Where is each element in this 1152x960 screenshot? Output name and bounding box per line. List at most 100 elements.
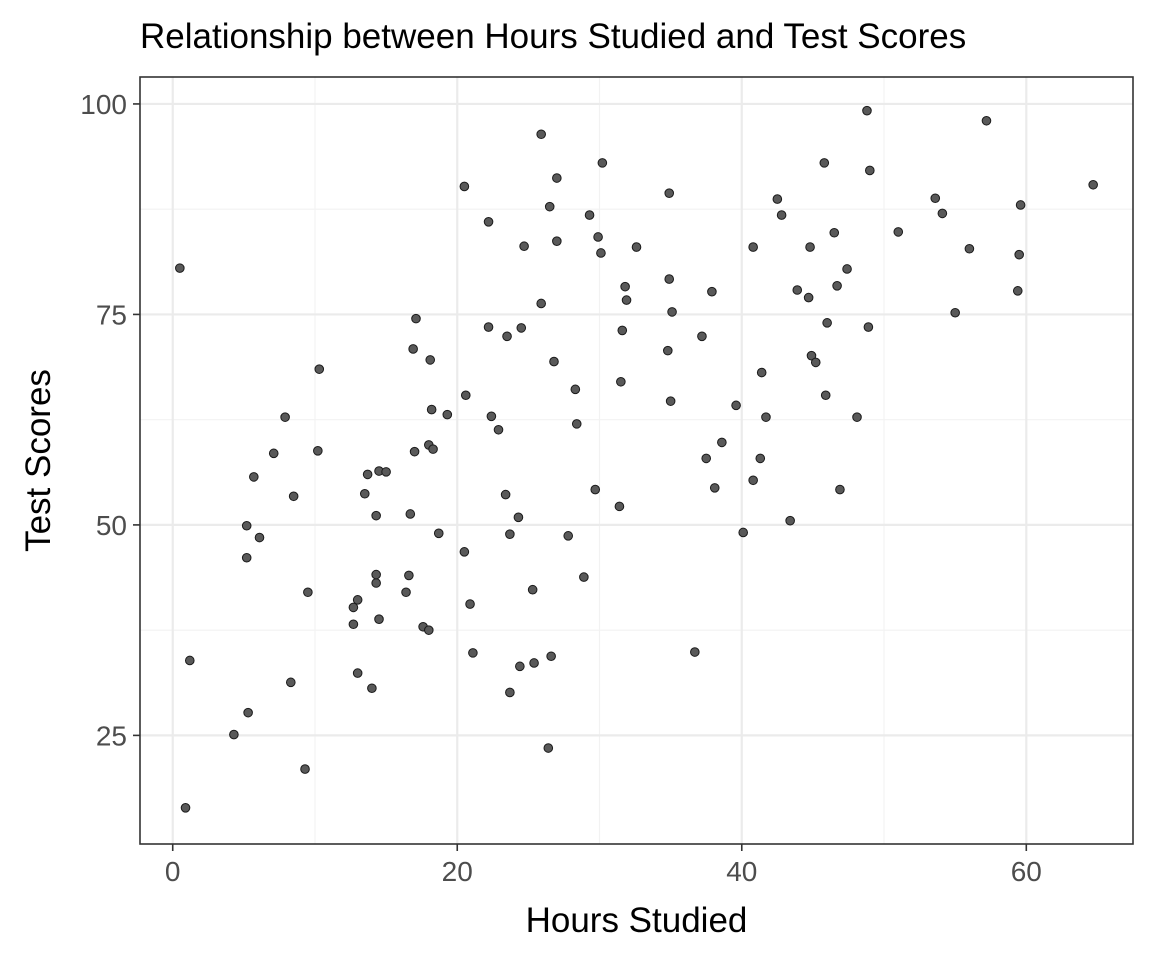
data-point (552, 236, 562, 246)
data-point (755, 453, 766, 464)
data-point (738, 527, 748, 538)
data-point (411, 313, 421, 324)
data-point (1088, 179, 1098, 190)
y-axis-title: Test Scores (19, 369, 58, 552)
data-point (505, 687, 515, 698)
data-point (549, 356, 559, 367)
data-point (184, 655, 195, 666)
data-point (805, 242, 815, 252)
data-point (442, 409, 453, 420)
data-point (707, 286, 717, 297)
data-point (1014, 249, 1024, 260)
data-point (616, 376, 626, 387)
x-tick-label: 40 (726, 856, 757, 887)
data-point (852, 412, 862, 422)
data-point (513, 512, 524, 523)
data-point (516, 323, 527, 333)
data-point (820, 390, 831, 401)
data-point (527, 584, 538, 595)
data-point (362, 469, 373, 480)
data-point (409, 446, 420, 457)
data-point (243, 707, 253, 718)
data-point (697, 331, 707, 342)
data-point (371, 510, 381, 521)
data-point (367, 683, 377, 694)
data-point (303, 587, 313, 598)
data-point (468, 648, 478, 658)
data-point (483, 322, 494, 332)
data-point (662, 345, 673, 356)
data-point (810, 357, 821, 368)
data-point (731, 400, 741, 411)
data-point (544, 201, 555, 212)
data-point (893, 227, 904, 237)
data-point (832, 280, 842, 291)
data-point (950, 307, 960, 318)
data-point (460, 390, 471, 401)
data-point (408, 344, 418, 354)
data-point (665, 396, 676, 406)
data-point (371, 569, 381, 580)
data-point (842, 264, 852, 274)
data-point (433, 528, 444, 539)
data-points (175, 105, 1098, 813)
major-gridlines (140, 77, 1133, 844)
data-point (690, 647, 700, 657)
data-point (405, 509, 416, 519)
y-axis-ticks: 25 50 75 100 (80, 89, 140, 751)
data-point (465, 599, 475, 609)
data-point (1012, 286, 1023, 296)
data-point (280, 412, 290, 422)
data-point (709, 483, 720, 493)
data-point (519, 241, 529, 252)
data-point (500, 489, 511, 500)
y-tick-label: 100 (80, 89, 127, 120)
data-point (930, 193, 941, 204)
data-point (423, 625, 434, 635)
data-point (241, 552, 252, 563)
data-point (829, 227, 840, 238)
data-point (288, 491, 299, 502)
plot-panel-border (139, 76, 1134, 845)
data-point (584, 210, 595, 220)
data-point (493, 424, 504, 435)
data-point (579, 572, 589, 582)
data-point (776, 210, 787, 220)
data-point (620, 281, 630, 292)
data-point (571, 419, 582, 429)
data-point (175, 263, 185, 273)
data-point (352, 595, 363, 605)
data-point (596, 248, 606, 258)
data-point (483, 217, 494, 227)
data-point (359, 488, 370, 499)
data-point (937, 208, 948, 219)
data-point (563, 531, 574, 541)
data-point (835, 484, 845, 495)
data-point (717, 437, 727, 448)
data-point (401, 587, 411, 598)
data-point (1015, 200, 1026, 210)
data-point (701, 453, 712, 464)
data-point (348, 619, 359, 630)
data-point (371, 578, 381, 588)
data-point (486, 411, 497, 422)
data-point (505, 529, 515, 539)
data-point (621, 295, 632, 305)
data-point (862, 105, 872, 116)
data-point (180, 802, 191, 813)
x-tick-label: 0 (165, 856, 181, 887)
data-point (241, 520, 252, 531)
data-point (300, 764, 310, 774)
data-point (590, 484, 601, 495)
data-point (803, 292, 814, 303)
data-point (229, 729, 239, 740)
data-point (536, 298, 546, 309)
data-point (664, 274, 675, 284)
data-point (404, 570, 414, 581)
data-point (981, 115, 992, 126)
data-point (865, 165, 875, 176)
y-tick-label: 25 (96, 720, 127, 751)
data-point (502, 331, 512, 342)
